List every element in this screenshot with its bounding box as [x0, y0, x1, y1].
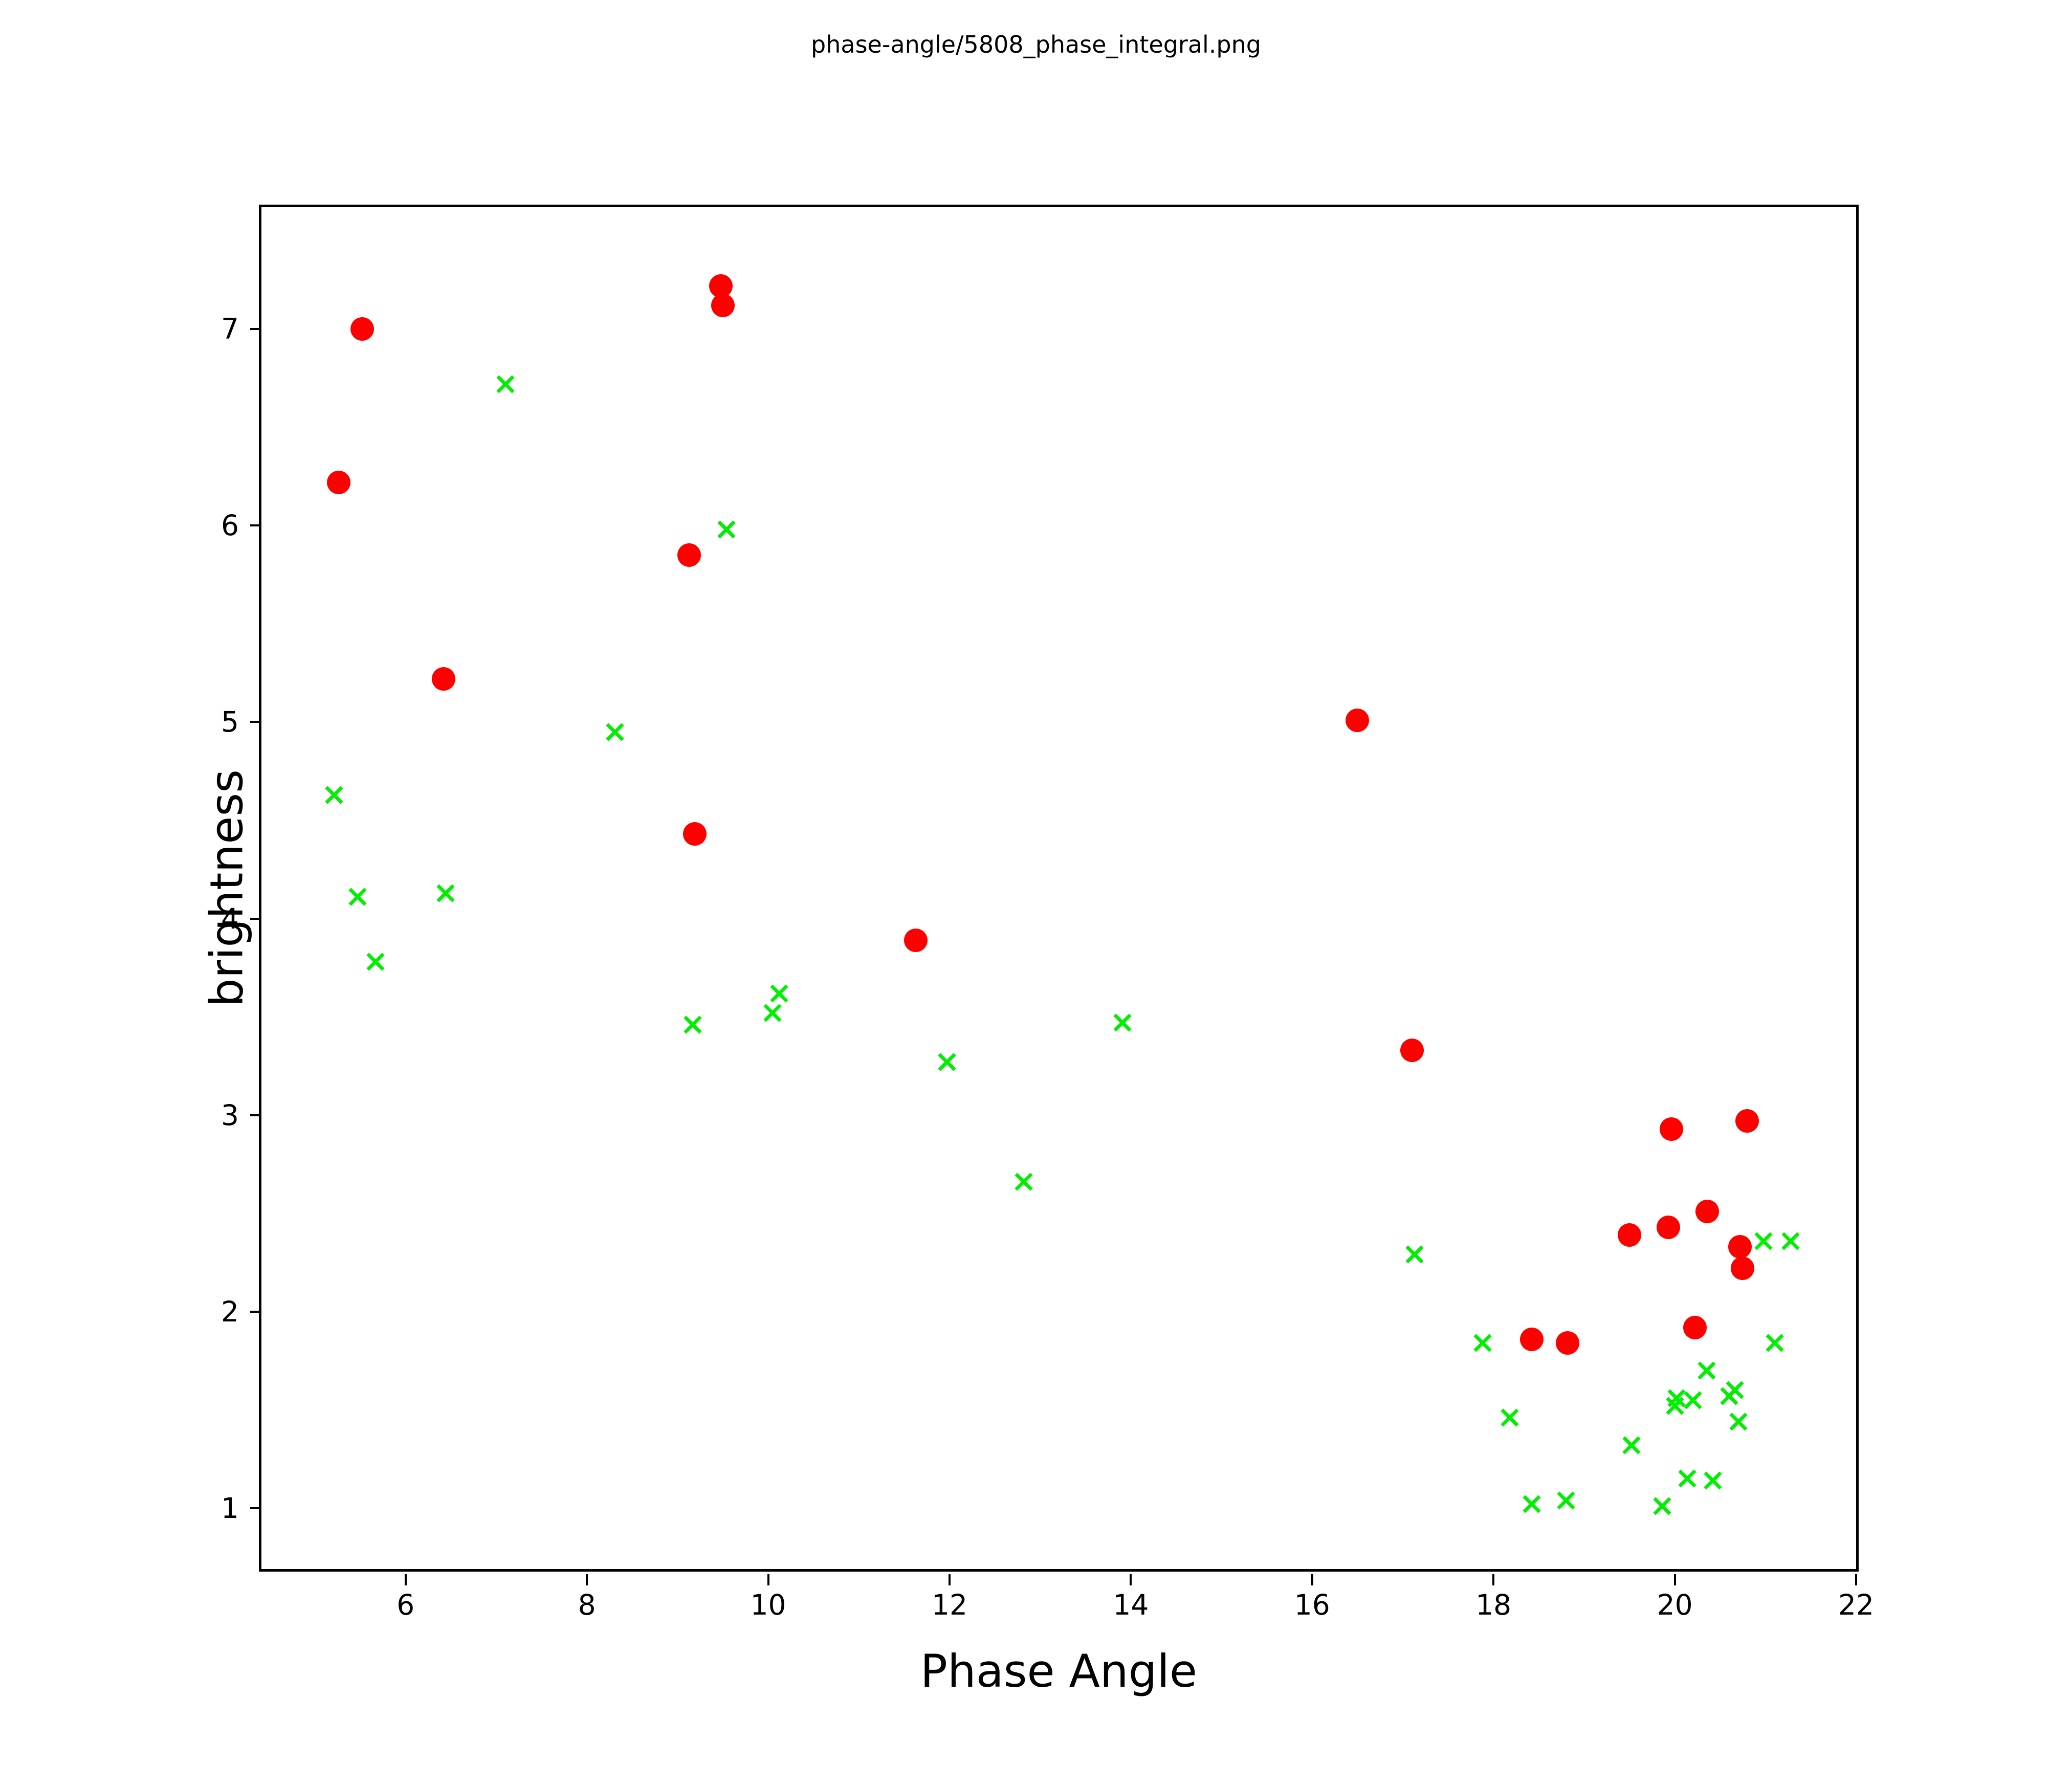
x-axis-tick-label: 10	[750, 1588, 786, 1621]
y-axis-tick	[250, 328, 261, 330]
data-point-cross	[1556, 1490, 1576, 1511]
data-point-cross	[769, 983, 789, 1004]
y-axis-tick	[250, 1310, 261, 1313]
y-axis-tick	[250, 524, 261, 527]
y-axis-tick-label: 3	[221, 1098, 239, 1132]
data-point-circle	[1657, 1215, 1681, 1239]
x-axis-tick	[1673, 1574, 1676, 1585]
data-point-circle	[1735, 1109, 1759, 1133]
data-point-cross	[1472, 1333, 1493, 1353]
x-axis-tick-label: 8	[578, 1588, 596, 1621]
y-axis-tick-label: 5	[221, 705, 239, 739]
data-point-circle	[1519, 1327, 1544, 1351]
data-point-circle	[1617, 1223, 1641, 1247]
data-point-cross	[1112, 1012, 1133, 1033]
x-axis-tick	[404, 1574, 407, 1585]
data-point-cross	[1765, 1333, 1785, 1353]
y-axis-tick-label: 7	[221, 313, 239, 346]
data-point-cross	[1666, 1388, 1687, 1408]
plot-axes: Phase Angle brightness 6 8 10 12 14 16 18 20 22 1…	[201, 205, 1874, 1697]
data-point-cross	[1013, 1172, 1034, 1192]
data-point-cross	[1621, 1435, 1642, 1455]
data-point-cross	[347, 887, 368, 907]
x-axis-tick	[1855, 1574, 1857, 1585]
data-point-cross	[1677, 1468, 1698, 1489]
data-point-circle	[904, 928, 928, 952]
y-axis-tick	[250, 1114, 261, 1116]
data-point-cross	[1522, 1494, 1542, 1514]
data-point-circle	[677, 543, 701, 567]
data-point-circle	[350, 317, 374, 341]
data-point-cross	[1683, 1390, 1703, 1410]
data-point-cross	[435, 883, 456, 903]
data-point-circle	[709, 274, 733, 298]
data-point-circle	[1400, 1038, 1424, 1062]
data-point-cross	[682, 1014, 703, 1035]
y-axis-label: brightness	[200, 769, 253, 1007]
data-point-circle	[1731, 1256, 1755, 1281]
x-axis-tick	[1311, 1574, 1313, 1585]
data-point-cross	[1780, 1231, 1801, 1251]
data-point-cross	[762, 1003, 783, 1023]
x-axis-tick-label: 14	[1113, 1588, 1149, 1621]
data-point-circle	[683, 822, 707, 846]
x-axis-tick-label: 16	[1294, 1588, 1330, 1621]
y-axis-tick	[250, 721, 261, 723]
x-axis-tick	[586, 1574, 588, 1585]
data-point-circle	[1556, 1331, 1580, 1355]
x-axis-tick	[1130, 1574, 1132, 1585]
y-axis-tick-label: 2	[221, 1295, 239, 1328]
x-axis-tick-label: 18	[1475, 1588, 1512, 1621]
data-point-cross	[605, 722, 625, 742]
data-point-cross	[324, 785, 344, 805]
data-point-circle	[1659, 1117, 1683, 1141]
x-axis-tick-label: 12	[931, 1588, 967, 1621]
data-point-cross	[1725, 1380, 1745, 1400]
data-point-cross	[495, 374, 516, 394]
data-point-cross	[1753, 1231, 1774, 1251]
data-point-circle	[432, 667, 456, 691]
y-axis-tick	[250, 917, 261, 920]
y-axis-tick-label: 1	[221, 1491, 239, 1525]
figure-title: phase-angle/5808_phase_integral.png	[811, 31, 1261, 58]
data-point-cross	[716, 519, 737, 540]
data-point-circle	[1683, 1315, 1707, 1339]
x-axis-tick	[767, 1574, 769, 1585]
data-point-circle	[711, 294, 735, 318]
data-point-circle	[326, 470, 350, 494]
data-point-cross	[1652, 1496, 1672, 1516]
data-point-cross	[1728, 1411, 1749, 1432]
data-point-cross	[1500, 1407, 1520, 1428]
data-point-cross	[365, 952, 386, 972]
data-point-circle	[1695, 1199, 1720, 1223]
x-axis-tick-label: 22	[1838, 1588, 1874, 1621]
x-axis-tick	[1492, 1574, 1495, 1585]
data-point-circle	[1346, 708, 1370, 732]
y-axis-tick	[250, 1507, 261, 1509]
data-point-cross	[1404, 1244, 1425, 1265]
y-axis-tick-label: 4	[221, 902, 239, 935]
y-axis-tick-label: 6	[221, 509, 239, 542]
data-point-cross	[1703, 1470, 1723, 1491]
x-axis-tick-label: 20	[1657, 1588, 1693, 1621]
scatter-plot-area	[261, 207, 1856, 1569]
data-point-cross	[937, 1052, 957, 1072]
x-axis-label: Phase Angle	[920, 1645, 1198, 1697]
data-point-circle	[1728, 1235, 1752, 1259]
x-axis-tick-label: 6	[396, 1588, 415, 1621]
x-axis-tick	[948, 1574, 951, 1585]
data-point-cross	[1696, 1360, 1717, 1381]
